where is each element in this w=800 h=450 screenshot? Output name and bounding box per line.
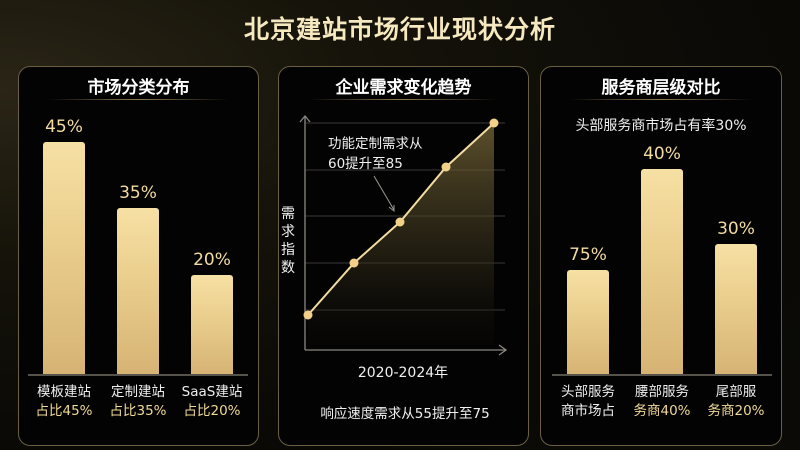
- bar-tail-tier: [715, 244, 757, 375]
- category-name: 模板建站: [37, 384, 91, 400]
- title-divider: [308, 99, 499, 100]
- bar-value-label: 30%: [717, 219, 755, 239]
- category-label: 模板建站 占比45%: [24, 383, 104, 421]
- category-label: SaaS建站 占比20%: [172, 383, 252, 421]
- panel-title: 市场分类分布: [87, 78, 190, 98]
- page-title: 北京建站市场行业现状分析: [243, 15, 556, 44]
- category-share: 务商20%: [707, 403, 765, 419]
- y-axis-label: 需求指数: [281, 206, 295, 276]
- bar-mid-tier: [641, 169, 683, 375]
- bar-template-site: [43, 142, 85, 375]
- category-share: 占比20%: [183, 403, 241, 419]
- bar-value-label: 45%: [45, 117, 83, 137]
- footnote: 响应速度需求从55提升至75: [320, 406, 490, 422]
- category-name: SaaS建站: [181, 384, 243, 400]
- category-name: 头部服务: [561, 384, 615, 400]
- trend-area: [308, 123, 494, 349]
- category-label: 定制建站 占比35%: [98, 383, 178, 421]
- bar-value-label: 20%: [193, 250, 231, 270]
- x-axis-label: 2020-2024年: [357, 365, 449, 381]
- category-share: 占比35%: [109, 403, 167, 419]
- category-share: 占比45%: [35, 403, 93, 419]
- bar-value-label: 35%: [119, 183, 157, 203]
- category-share: 务商40%: [633, 403, 691, 419]
- category-label: 腰部服务 务商40%: [622, 383, 702, 421]
- panel-title: 服务商层级对比: [601, 78, 721, 98]
- panel-subtitle: 头部服务商市场占有率30%: [575, 118, 747, 134]
- title-divider: [569, 99, 753, 100]
- category-share: 商市场占: [561, 403, 615, 419]
- category-name: 腰部服务: [635, 384, 689, 400]
- annotation-arrow: [373, 175, 395, 213]
- bar-top-tier: [567, 270, 609, 375]
- category-label: 尾部服 务商20%: [696, 383, 776, 421]
- panel-title: 企业需求变化趋势: [335, 78, 472, 98]
- bar-value-label: 40%: [643, 144, 681, 164]
- x-axis: [305, 344, 508, 356]
- data-points: [303, 118, 499, 320]
- category-name: 尾部服: [715, 384, 757, 400]
- bar-value-label: 75%: [569, 245, 607, 265]
- annotation-line1: 功能定制需求从: [328, 136, 423, 152]
- y-axis: [299, 114, 311, 350]
- title-divider: [47, 99, 230, 100]
- category-label: 头部服务 商市场占: [548, 383, 628, 421]
- x-axis-baseline: [552, 374, 772, 376]
- bar-saas-site: [191, 275, 233, 375]
- category-name: 定制建站: [111, 384, 165, 400]
- annotation-line2: 60提升至85: [328, 156, 403, 172]
- bar-custom-site: [117, 208, 159, 375]
- x-axis-baseline: [28, 374, 248, 376]
